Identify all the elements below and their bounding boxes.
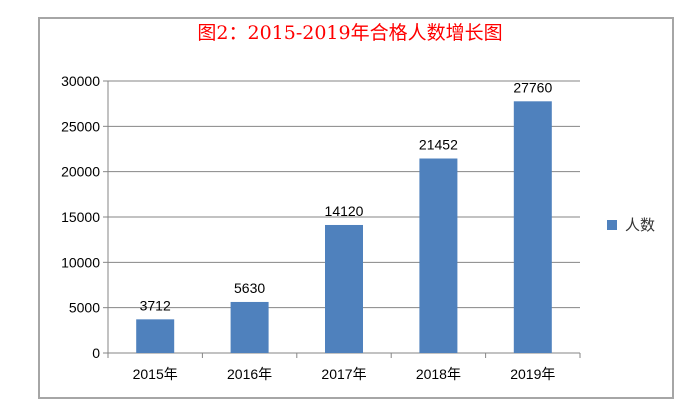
bar: [136, 319, 175, 353]
x-tick-label: 2015年: [133, 366, 178, 382]
y-tick-label: 5000: [69, 300, 100, 316]
x-tick-label: 2019年: [510, 366, 555, 382]
bar: [325, 224, 363, 353]
legend-swatch-icon: [607, 219, 617, 230]
x-tick-label: 2018年: [416, 366, 461, 382]
x-tick-label: 2016年: [227, 366, 272, 382]
y-tick-label: 30000: [61, 73, 100, 89]
legend-label: 人数: [625, 217, 656, 234]
legend: 人数: [607, 214, 655, 235]
bar: [419, 158, 458, 353]
y-tick-label: 10000: [61, 254, 100, 270]
bar: [230, 301, 269, 353]
data-label: 3712: [140, 297, 171, 313]
chart-title: 图2：2015-2019年合格人数增长图: [197, 22, 503, 44]
data-label: 21452: [419, 137, 458, 153]
y-tick-label: 25000: [61, 118, 100, 134]
y-tick-label: 15000: [61, 209, 100, 225]
data-label: 27760: [513, 79, 552, 95]
bar: [513, 101, 552, 354]
y-tick-label: 20000: [61, 164, 100, 180]
data-label: 5630: [234, 280, 265, 296]
x-tick-label: 2017年: [321, 366, 366, 382]
data-label: 14120: [325, 203, 364, 219]
y-tick-label: 0: [92, 345, 100, 361]
